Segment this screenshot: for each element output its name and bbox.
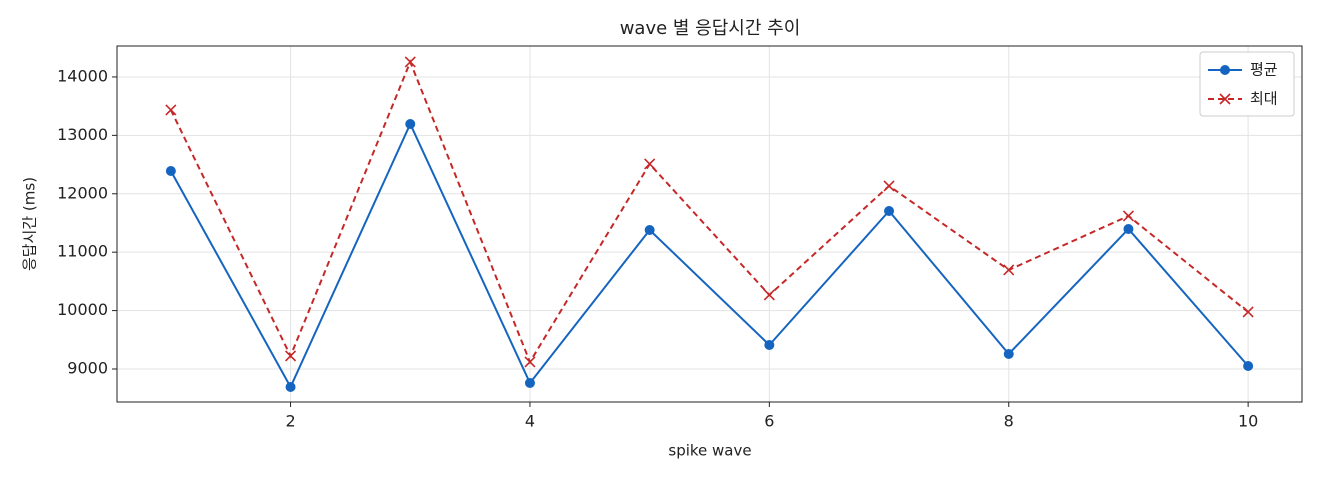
marker xyxy=(884,206,895,217)
y-tick-label: 11000 xyxy=(57,242,108,261)
x-tick-label: 4 xyxy=(525,412,535,431)
y-tick-label: 13000 xyxy=(57,125,108,144)
marker xyxy=(1243,361,1254,372)
y-tick-label: 10000 xyxy=(57,300,108,319)
y-tick-label: 12000 xyxy=(57,183,108,202)
marker xyxy=(1123,223,1134,234)
marker xyxy=(524,356,536,368)
marker xyxy=(1003,264,1015,276)
marker xyxy=(1242,306,1254,318)
marker xyxy=(883,180,895,192)
x-tick-label: 2 xyxy=(285,412,295,431)
legend-marker xyxy=(1220,65,1230,75)
marker xyxy=(165,104,177,116)
marker xyxy=(763,289,775,301)
x-tick-label: 6 xyxy=(764,412,774,431)
x-tick-label: 10 xyxy=(1238,412,1258,431)
marker xyxy=(404,56,416,68)
y-tick-label: 14000 xyxy=(57,66,108,85)
chart-title: wave 별 응답시간 추이 xyxy=(620,18,801,39)
legend-marker xyxy=(1219,93,1231,105)
x-tick-label: 8 xyxy=(1004,412,1014,431)
marker xyxy=(285,381,296,392)
legend-label: 평균 xyxy=(1250,61,1278,79)
marker xyxy=(405,118,416,129)
y-tick-label: 9000 xyxy=(67,358,108,377)
marker xyxy=(1122,210,1135,222)
x-axis-label: spike wave xyxy=(668,442,751,460)
legend-box xyxy=(1199,51,1295,117)
marker xyxy=(524,378,535,389)
plot-frame xyxy=(116,45,1303,403)
y-axis-label: 응답시간 (ms) xyxy=(21,177,39,271)
line xyxy=(169,121,1249,390)
marker xyxy=(644,158,656,170)
marker xyxy=(284,350,297,362)
marker xyxy=(165,165,176,176)
marker xyxy=(644,224,655,235)
legend-label: 최대 xyxy=(1250,90,1278,108)
line xyxy=(169,59,1249,365)
marker xyxy=(764,339,775,350)
marker xyxy=(1003,348,1014,359)
